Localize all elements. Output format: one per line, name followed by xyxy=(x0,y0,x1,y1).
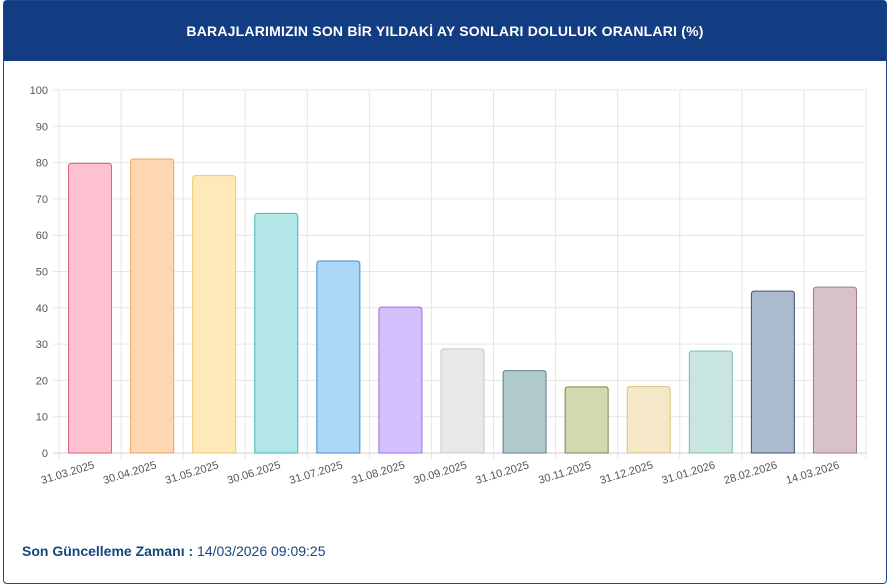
x-tick-label: 28.02.2026 xyxy=(723,459,779,487)
chart-title: BARAJLARIMIZIN SON BİR YILDAKİ AY SONLAR… xyxy=(186,23,704,39)
bar xyxy=(192,175,237,454)
x-tick-label: 30.11.2025 xyxy=(537,459,592,486)
bar xyxy=(564,386,609,454)
x-tick-label: 30.06.2025 xyxy=(226,459,282,487)
last-update-label: Son Güncelleme Zamanı : xyxy=(22,543,194,559)
bar xyxy=(688,350,733,454)
bar xyxy=(68,162,113,454)
bar xyxy=(130,158,175,454)
last-update: Son Güncelleme Zamanı : 14/03/2026 09:09… xyxy=(22,543,326,559)
bar xyxy=(378,306,423,454)
x-tick-label: 31.08.2025 xyxy=(350,459,406,487)
y-tick-label: 30 xyxy=(36,339,48,351)
bar xyxy=(626,386,671,454)
y-tick-label: 100 xyxy=(30,85,48,97)
y-tick-label: 70 xyxy=(36,194,48,206)
y-tick-label: 40 xyxy=(36,303,48,315)
y-tick-label: 60 xyxy=(36,230,48,242)
y-tick-label: 90 xyxy=(36,121,48,133)
x-tick-label: 31.12.2025 xyxy=(598,459,654,487)
y-tick-label: 50 xyxy=(36,267,48,279)
bar xyxy=(254,212,299,454)
x-tick-label: 31.01.2026 xyxy=(661,459,717,487)
x-tick-label: 31.10.2025 xyxy=(474,459,530,487)
chart-header: BARAJLARIMIZIN SON BİR YILDAKİ AY SONLAR… xyxy=(4,1,886,61)
x-tick-label: 31.05.2025 xyxy=(164,459,220,487)
bar xyxy=(440,348,485,454)
bar xyxy=(812,286,857,454)
y-tick-label: 20 xyxy=(36,375,48,387)
x-tick-label: 30.09.2025 xyxy=(412,459,468,487)
bar xyxy=(316,260,361,454)
x-tick-label: 31.07.2025 xyxy=(288,459,344,487)
y-tick-label: 80 xyxy=(36,158,48,170)
x-tick-label: 14.03.2026 xyxy=(785,459,841,487)
x-tick-label: 31.03.2025 xyxy=(40,459,96,487)
y-tick-label: 0 xyxy=(42,448,48,460)
y-tick-label: 10 xyxy=(36,412,48,424)
x-tick-label: 30.04.2025 xyxy=(102,459,158,487)
bar xyxy=(502,370,547,454)
bar xyxy=(750,290,795,454)
last-update-value: 14/03/2026 09:09:25 xyxy=(197,543,326,559)
